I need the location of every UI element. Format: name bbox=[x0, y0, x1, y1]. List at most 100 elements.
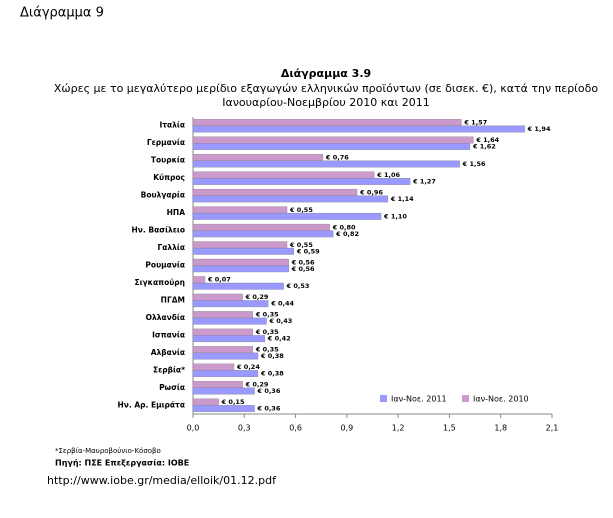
value-label: € 1,64 bbox=[475, 136, 499, 144]
bar bbox=[192, 317, 267, 325]
x-tick-label: 0,0 bbox=[187, 424, 200, 433]
bar bbox=[192, 212, 382, 220]
value-label: € 1,10 bbox=[383, 212, 407, 220]
bar bbox=[192, 171, 375, 179]
bar bbox=[192, 206, 288, 214]
y-tick-label: Ιταλία bbox=[159, 121, 185, 130]
bar bbox=[192, 405, 255, 412]
footnote: *Σερβία-Μαυροβούνιο-Κόσοβο bbox=[55, 447, 161, 455]
value-label: € 0,29 bbox=[245, 293, 269, 301]
bar bbox=[192, 352, 259, 360]
value-label: € 0,29 bbox=[245, 381, 269, 389]
value-label: € 1,57 bbox=[463, 118, 487, 126]
value-label: € 0,38 bbox=[260, 352, 284, 360]
bar bbox=[192, 188, 358, 196]
bar bbox=[192, 387, 255, 395]
legend-swatch bbox=[462, 395, 469, 402]
y-tick-label: ΗΠΑ bbox=[167, 208, 186, 217]
x-tick-label: 1,8 bbox=[494, 424, 507, 433]
x-tick-label: 0,9 bbox=[340, 424, 353, 433]
y-tick-label: Ρωσία bbox=[159, 383, 185, 392]
value-label: € 0,53 bbox=[286, 282, 310, 290]
chart-subtitle: Χώρες με το μεγαλύτερο μερίδιο εξαγωγών … bbox=[54, 82, 598, 95]
value-label: € 0,35 bbox=[255, 346, 279, 354]
link: http://www.iobe.gr/media/elloik/01.12.pd… bbox=[47, 474, 277, 487]
bar bbox=[192, 125, 525, 133]
y-tick-label: ΠΓΔΜ bbox=[161, 295, 185, 304]
value-label: € 0,56 bbox=[291, 265, 315, 273]
bar bbox=[192, 143, 471, 150]
value-label: € 0,80 bbox=[332, 223, 356, 231]
value-label: € 1,14 bbox=[390, 195, 414, 203]
value-label: € 0,59 bbox=[296, 247, 320, 255]
y-tick-label: Ισπανία bbox=[152, 330, 185, 339]
source: Πηγή: ΠΣΕ Επεξεργασία: ΙΟΒΕ bbox=[55, 458, 189, 468]
y-tick-label: Γαλλία bbox=[158, 243, 186, 252]
value-label: € 0,82 bbox=[335, 230, 359, 238]
value-label: € 0,38 bbox=[260, 370, 284, 378]
page-heading: Διάγραμμα 9 bbox=[20, 6, 104, 21]
bar bbox=[192, 154, 324, 161]
y-tick-label: Σιγκαπούρη bbox=[135, 278, 186, 287]
bar bbox=[192, 177, 411, 185]
bar bbox=[192, 293, 243, 301]
legend-label: Ιαν-Νοε. 2011 bbox=[391, 395, 447, 404]
value-label: € 0,55 bbox=[289, 206, 313, 214]
bar bbox=[192, 119, 462, 126]
bar bbox=[192, 398, 219, 406]
bar bbox=[192, 276, 206, 284]
bar bbox=[192, 346, 253, 354]
y-tick-label: Ρουμανία bbox=[145, 261, 185, 270]
bar bbox=[192, 258, 289, 266]
value-label: € 1,62 bbox=[472, 142, 496, 150]
value-label: € 1,94 bbox=[527, 125, 551, 133]
value-label: € 1,56 bbox=[462, 160, 486, 168]
value-label: € 0,36 bbox=[257, 405, 281, 413]
value-label: € 0,96 bbox=[359, 188, 383, 196]
bar bbox=[192, 195, 389, 203]
legend-label: Ιαν-Νοε. 2010 bbox=[473, 395, 529, 404]
x-tick-label: 0,6 bbox=[289, 424, 302, 433]
value-label: € 0,35 bbox=[255, 328, 279, 336]
chart-subtitle: Ιανουαρίου-Νοεμβρίου 2010 και 2011 bbox=[222, 96, 429, 109]
y-tick-label: Αλβανία bbox=[151, 348, 185, 357]
bar bbox=[192, 335, 265, 343]
x-tick-label: 1,2 bbox=[392, 424, 405, 433]
y-tick-label: Βουλγαρία bbox=[141, 191, 185, 200]
bar bbox=[192, 381, 243, 388]
bar bbox=[192, 136, 474, 144]
bar bbox=[192, 241, 288, 249]
value-label: € 0,07 bbox=[207, 276, 231, 284]
bar bbox=[192, 223, 330, 231]
value-label: € 0,76 bbox=[325, 153, 349, 161]
value-label: € 1,06 bbox=[376, 171, 400, 179]
y-tick-label: Σερβία* bbox=[153, 365, 185, 374]
y-tick-label: Κύπρος bbox=[153, 173, 185, 182]
legend-swatch bbox=[380, 395, 387, 402]
value-label: € 0,43 bbox=[269, 317, 293, 325]
value-label: € 0,36 bbox=[257, 387, 281, 395]
bar bbox=[192, 282, 284, 290]
bar bbox=[192, 247, 295, 255]
x-tick-label: 0,3 bbox=[238, 424, 251, 433]
y-tick-label: Γερμανία bbox=[147, 138, 185, 147]
value-label: € 0,24 bbox=[236, 363, 260, 371]
y-tick-label: Ην. Βασίλειο bbox=[132, 226, 185, 235]
bar bbox=[192, 328, 253, 336]
x-tick-label: 1,5 bbox=[443, 424, 456, 433]
chart-title: Διάγραμμα 3.9 bbox=[281, 67, 371, 80]
y-tick-label: Ην. Αρ. Εμιράτα bbox=[117, 400, 185, 409]
bar bbox=[192, 370, 259, 377]
value-label: € 0,15 bbox=[221, 398, 245, 406]
value-label: € 0,35 bbox=[255, 311, 279, 319]
bar bbox=[192, 230, 334, 238]
value-label: € 1,27 bbox=[412, 177, 436, 185]
bar bbox=[192, 300, 269, 308]
value-label: € 0,56 bbox=[291, 258, 315, 266]
y-tick-label: Ολλανδία bbox=[146, 313, 185, 322]
bar bbox=[192, 265, 289, 273]
bar bbox=[192, 311, 253, 319]
y-tick-label: Τουρκία bbox=[151, 156, 185, 165]
value-label: € 0,42 bbox=[267, 335, 291, 343]
